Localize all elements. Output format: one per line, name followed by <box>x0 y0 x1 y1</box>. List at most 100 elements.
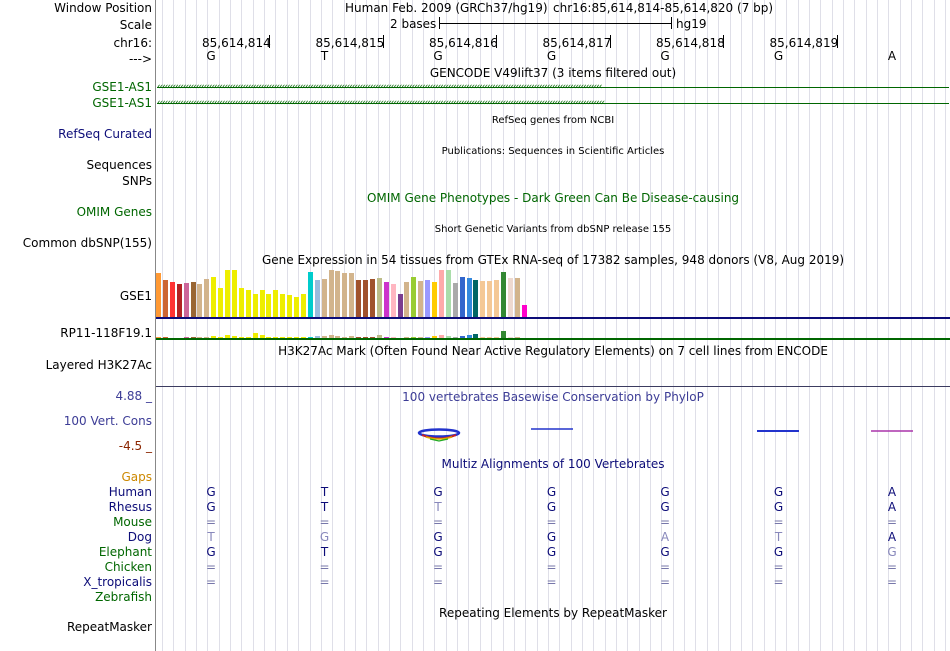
species-label[interactable]: Human <box>108 485 152 499</box>
gtex-tissue-bar[interactable] <box>335 336 341 339</box>
gtex-tissue-bar[interactable] <box>390 284 396 318</box>
gtex-tissue-bar[interactable] <box>162 280 168 318</box>
gtex-tissue-bar[interactable] <box>280 294 286 318</box>
gtex-tissue-bar[interactable] <box>459 336 465 339</box>
gtex-tissue-bar[interactable] <box>169 282 175 318</box>
gtex-tissue-bar[interactable] <box>259 335 265 339</box>
gtex-tissue-bar[interactable] <box>438 335 444 339</box>
species-label[interactable]: X_tropicalis <box>83 575 152 589</box>
gtex-tissue-bar[interactable] <box>238 288 244 318</box>
gtex-gene-label-gse1[interactable]: GSE1 <box>119 289 152 303</box>
gencode-transcript-1[interactable]: ‹‹‹‹‹‹‹‹‹‹‹‹‹‹‹‹‹‹‹‹‹‹‹‹‹‹‹‹‹‹‹‹‹‹‹‹‹‹‹‹… <box>157 82 949 93</box>
species-label[interactable]: Mouse <box>113 515 152 529</box>
gtex-tissue-bar[interactable] <box>473 334 479 339</box>
gtex-tissue-bar[interactable] <box>397 294 403 318</box>
gtex-tissue-bar[interactable] <box>445 336 451 339</box>
gtex-gse1-bars[interactable] <box>156 270 536 318</box>
gtex-tissue-bar[interactable] <box>487 281 493 318</box>
gtex-tissue-bar[interactable] <box>314 280 320 318</box>
gaps-label[interactable]: Gaps <box>121 470 152 484</box>
gtex-tissue-bar[interactable] <box>321 336 327 339</box>
gtex-tissue-bar[interactable] <box>218 288 224 318</box>
gtex-tissue-bar[interactable] <box>418 281 424 318</box>
gtex-tissue-bar[interactable] <box>425 280 431 318</box>
gtex-tissue-bar[interactable] <box>445 270 451 318</box>
gtex-tissue-bar[interactable] <box>183 283 189 318</box>
dbsnp-track-label[interactable]: Common dbSNP(155) <box>22 236 152 250</box>
repeatmasker-track-label[interactable]: RepeatMasker <box>66 620 152 634</box>
grid-line <box>275 0 276 651</box>
gtex-tissue-bar[interactable] <box>452 283 458 318</box>
gtex-tissue-bar[interactable] <box>349 336 355 339</box>
gtex-tissue-bar[interactable] <box>328 270 334 318</box>
gtex-tissue-bar[interactable] <box>376 278 382 318</box>
gtex-tissue-bar[interactable] <box>404 282 410 318</box>
gtex-tissue-bar[interactable] <box>321 279 327 318</box>
gtex-tissue-bar[interactable] <box>225 335 230 339</box>
grid-line <box>605 0 606 651</box>
cons-track-label[interactable]: 100 Vert. Cons <box>63 414 152 428</box>
gtex-tissue-bar[interactable] <box>335 271 341 318</box>
snps-track-label[interactable]: SNPs <box>122 174 152 188</box>
ruler-position-label: 85,614,817 <box>542 36 612 50</box>
gtex-tissue-bar[interactable] <box>211 336 217 339</box>
gtex-tissue-bar[interactable] <box>252 333 258 339</box>
gtex-tissue-bar[interactable] <box>273 290 279 318</box>
sequences-track-label[interactable]: Sequences <box>86 158 152 172</box>
gtex-tissue-bar[interactable] <box>245 290 251 318</box>
species-label[interactable]: Elephant <box>98 545 152 559</box>
gtex-tissue-bar[interactable] <box>266 294 272 318</box>
gtex-tissue-bar[interactable] <box>411 277 417 318</box>
omim-track-label[interactable]: OMIM Genes <box>76 205 152 219</box>
gtex-tissue-bar[interactable] <box>342 273 348 318</box>
gtex-tissue-bar[interactable] <box>501 331 506 339</box>
gtex-tissue-bar[interactable] <box>363 280 368 318</box>
species-label[interactable]: Rhesus <box>108 500 152 514</box>
species-label[interactable]: Chicken <box>104 560 152 574</box>
gtex-tissue-bar[interactable] <box>376 335 382 339</box>
gtex-tissue-bar[interactable] <box>369 279 375 318</box>
gtex-gene-label-rp11[interactable]: RP11-118F19.1 <box>60 326 152 340</box>
gtex-tissue-bar[interactable] <box>259 290 265 318</box>
gtex-tissue-bar[interactable] <box>507 278 513 318</box>
gtex-tissue-bar[interactable] <box>231 270 237 318</box>
gtex-tissue-bar[interactable] <box>176 284 182 318</box>
gtex-tissue-bar[interactable] <box>473 280 479 318</box>
cons-logo-graph[interactable] <box>156 420 950 445</box>
refseq-track-label[interactable]: RefSeq Curated <box>58 127 152 141</box>
gtex-tissue-bar[interactable] <box>231 336 237 339</box>
gtex-tissue-bar[interactable] <box>252 294 258 318</box>
gtex-tissue-bar[interactable] <box>356 280 362 318</box>
gtex-tissue-bar[interactable] <box>521 305 527 318</box>
gtex-tissue-bar[interactable] <box>480 281 486 318</box>
gtex-tissue-bar[interactable] <box>466 278 472 318</box>
gtex-tissue-bar[interactable] <box>432 336 437 339</box>
gtex-tissue-bar[interactable] <box>197 284 203 318</box>
gtex-tissue-bar[interactable] <box>432 282 437 318</box>
gtex-tissue-bar[interactable] <box>211 277 217 318</box>
gtex-tissue-bar[interactable] <box>314 336 320 339</box>
gtex-tissue-bar[interactable] <box>466 335 472 339</box>
gtex-tissue-bar[interactable] <box>349 273 355 318</box>
gtex-tissue-bar[interactable] <box>438 270 444 318</box>
gtex-tissue-bar[interactable] <box>300 294 306 318</box>
gtex-tissue-bar[interactable] <box>294 297 299 318</box>
gtex-tissue-bar[interactable] <box>156 273 161 318</box>
gtex-tissue-bar[interactable] <box>307 272 313 318</box>
gtex-tissue-bar[interactable] <box>204 279 210 318</box>
gencode-item-label-2[interactable]: GSE1-AS1 <box>92 96 152 110</box>
gtex-tissue-bar[interactable] <box>328 335 334 339</box>
gtex-tissue-bar[interactable] <box>514 278 520 318</box>
gtex-tissue-bar[interactable] <box>287 295 293 318</box>
species-label[interactable]: Dog <box>127 530 152 544</box>
gencode-transcript-2[interactable]: ‹‹‹‹‹‹‹‹‹‹‹‹‹‹‹‹‹‹‹‹‹‹‹‹‹‹‹‹‹‹‹‹‹‹‹‹‹‹‹‹… <box>157 98 949 109</box>
species-label[interactable]: Zebrafish <box>95 590 152 604</box>
h3k27ac-track-label[interactable]: Layered H3K27Ac <box>45 358 152 372</box>
gtex-tissue-bar[interactable] <box>383 282 389 318</box>
gtex-tissue-bar[interactable] <box>459 277 465 318</box>
gtex-tissue-bar[interactable] <box>501 272 506 318</box>
gtex-tissue-bar[interactable] <box>190 282 196 318</box>
gtex-tissue-bar[interactable] <box>494 280 500 318</box>
gencode-item-label-1[interactable]: GSE1-AS1 <box>92 80 152 94</box>
gtex-tissue-bar[interactable] <box>225 270 230 318</box>
